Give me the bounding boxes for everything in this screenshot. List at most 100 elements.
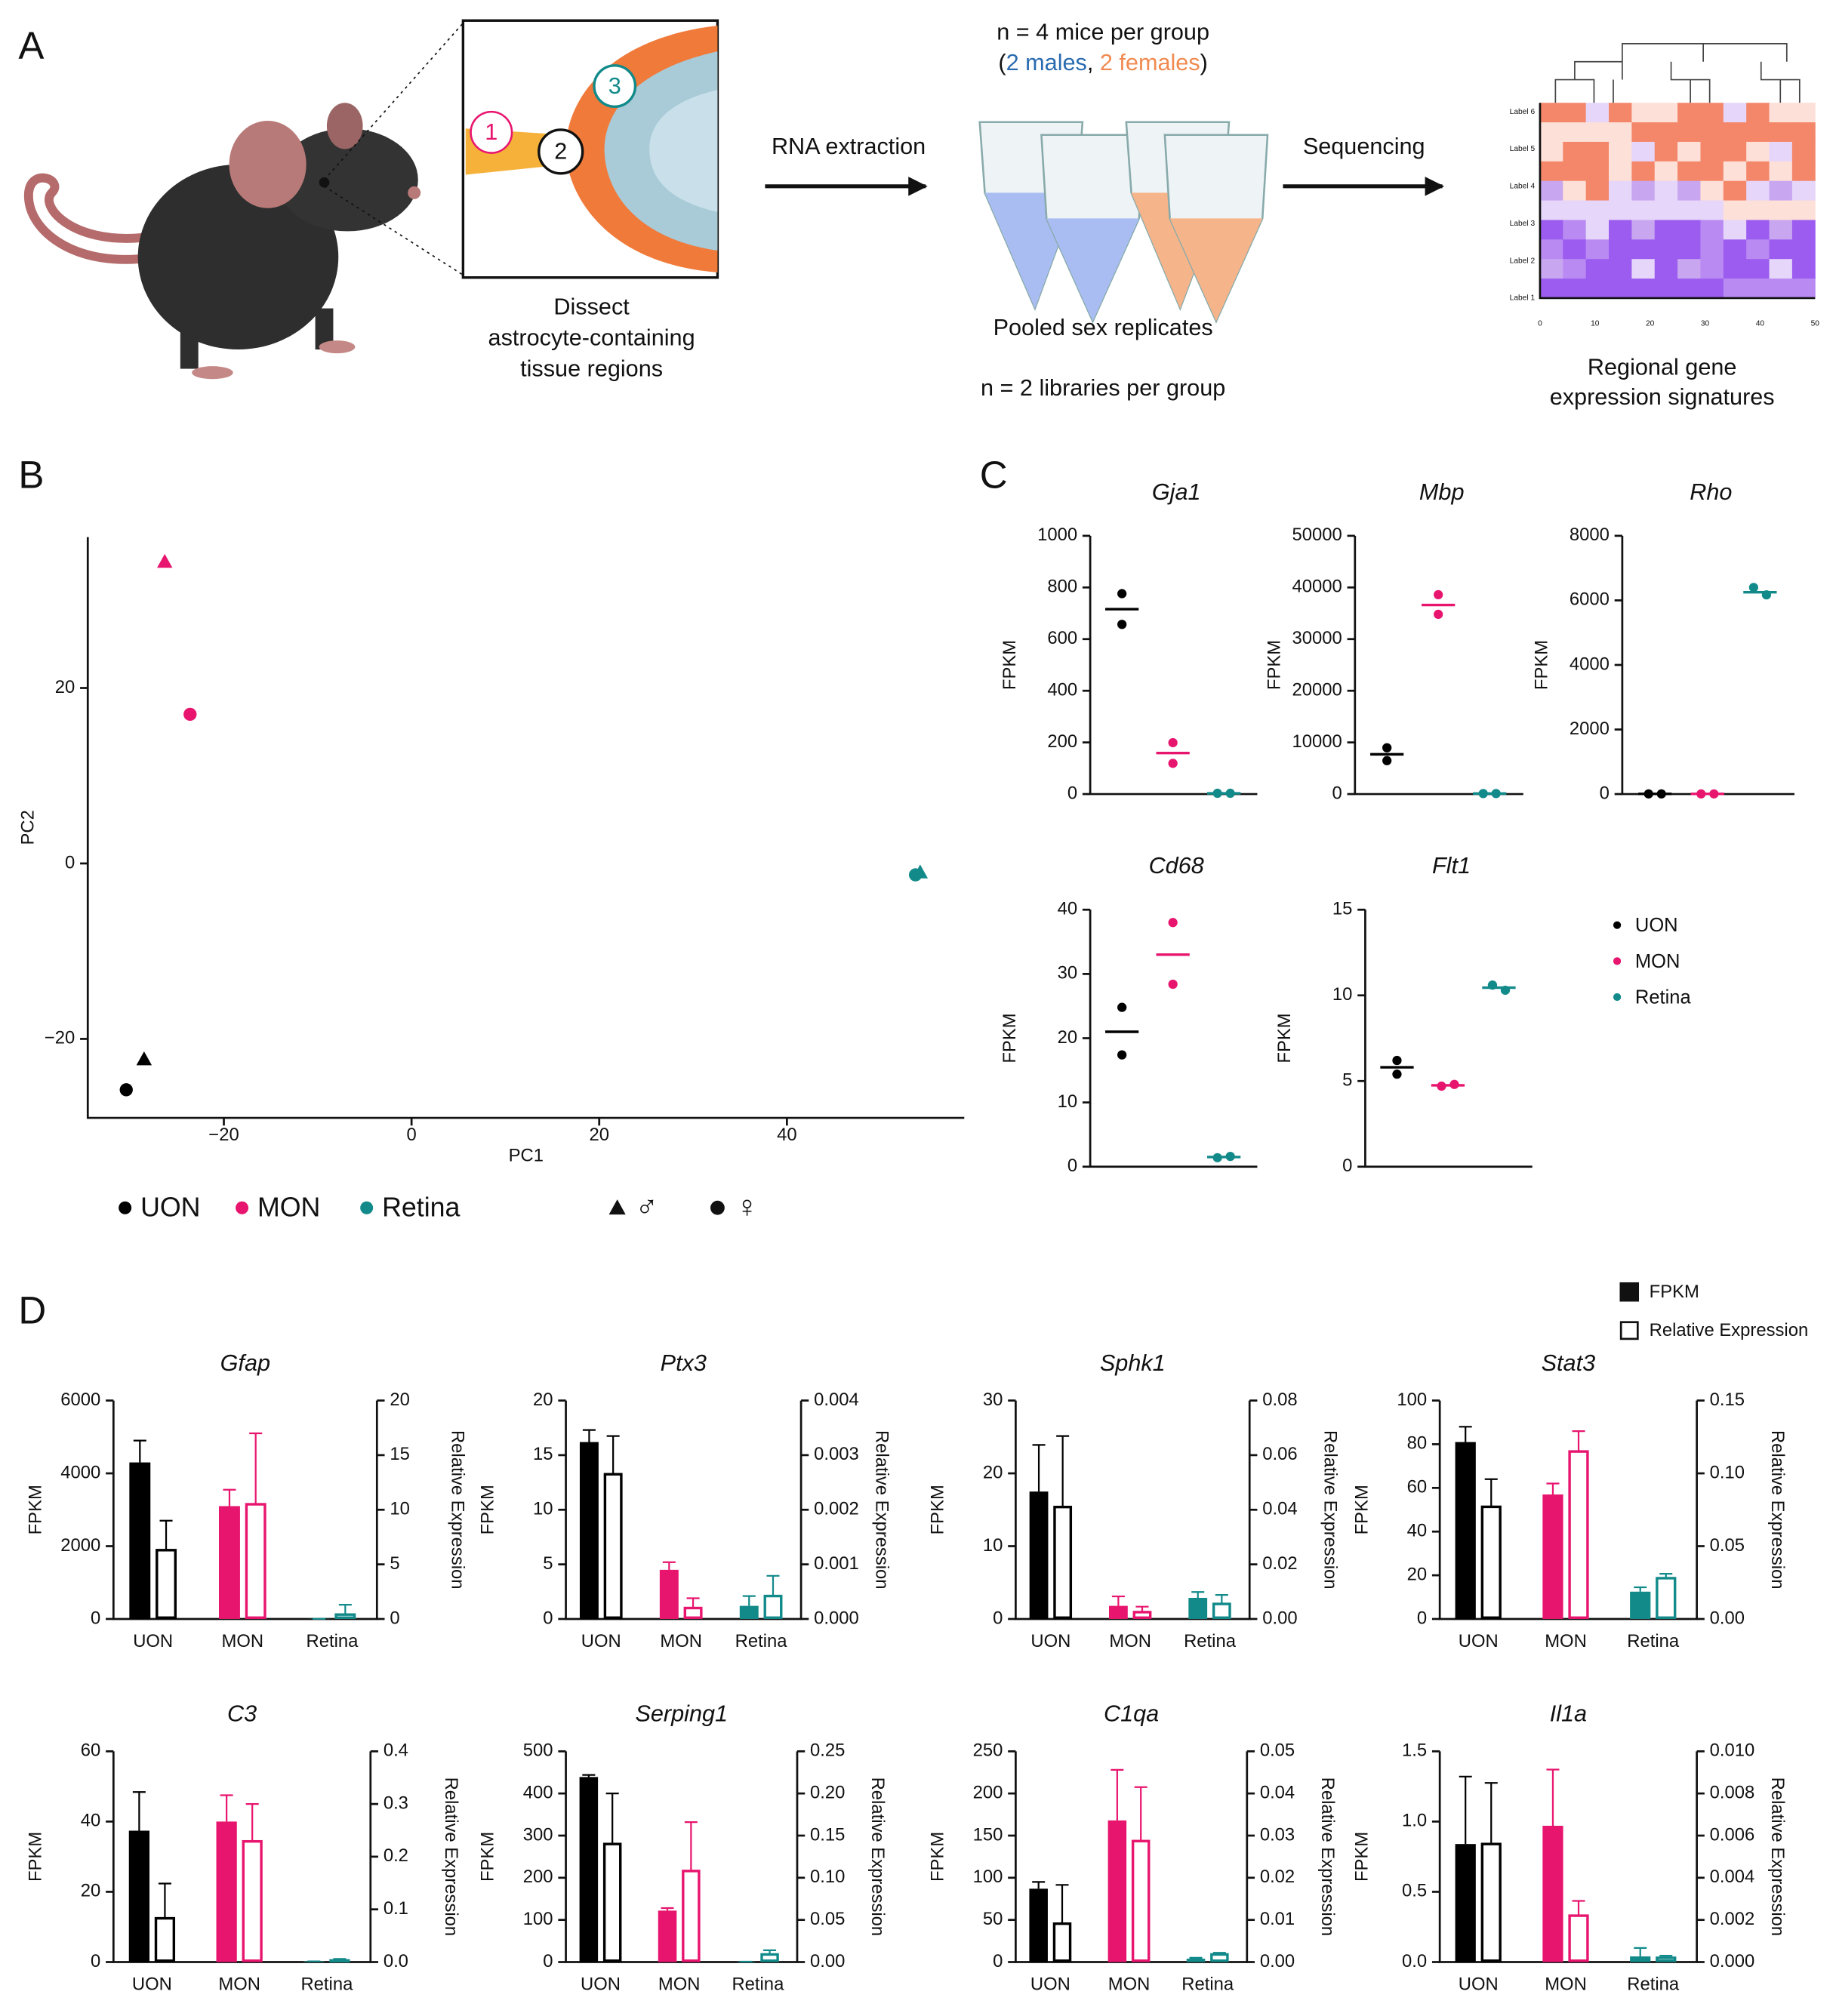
- bar: [659, 1569, 679, 1619]
- y-tick-label: 60: [81, 1741, 101, 1761]
- chart-title: Flt1: [1432, 853, 1471, 879]
- heat-cell: [1700, 103, 1724, 123]
- heat-cell: [1791, 141, 1816, 162]
- y-tick-label: 5: [543, 1553, 553, 1574]
- heat-cell: [1654, 259, 1678, 279]
- heat-cell: [1585, 200, 1610, 220]
- bar: [683, 1606, 703, 1619]
- bar: [1029, 1888, 1048, 1962]
- heat-cell: [1654, 239, 1678, 260]
- bar: [1542, 1825, 1563, 1962]
- x-tick-label: Retina: [1627, 1974, 1680, 1994]
- bar: [329, 1959, 350, 1962]
- y-axis-label: FPKM: [1532, 640, 1552, 690]
- y-tick-label: 0: [390, 1608, 399, 1628]
- y-tick-label: 0.00: [1260, 1951, 1295, 1971]
- y-tick-label: 2000: [1570, 719, 1610, 739]
- heat-cell: [1585, 220, 1610, 240]
- legend-swatch: [1619, 1321, 1639, 1340]
- y-tick-label: 30000: [1292, 628, 1342, 648]
- heat-cell: [1609, 141, 1632, 162]
- heat-cell: [1723, 161, 1747, 182]
- heat-tick: 50: [1811, 320, 1820, 328]
- y2-axis-label: Relative Expression: [441, 1777, 461, 1937]
- caption: Pooled sex replicates: [993, 315, 1213, 340]
- bar: [1052, 1922, 1072, 1962]
- y-tick-label: 200: [973, 1782, 1003, 1802]
- heat-label: Label 4: [1510, 183, 1536, 191]
- y-tick-label: 20: [81, 1881, 101, 1901]
- axes: [1015, 1400, 1251, 1620]
- y-axis-label: FPKM: [928, 1485, 948, 1534]
- y-tick-label: 1.5: [1402, 1741, 1427, 1761]
- legend-label: UON: [140, 1192, 200, 1222]
- chart-title: Gfap: [220, 1350, 270, 1376]
- x-tick-label: MON: [1109, 1631, 1151, 1651]
- point: [1748, 583, 1759, 592]
- y-tick-label: 0.04: [1260, 1782, 1295, 1802]
- point: [1392, 1055, 1402, 1066]
- legend-label: FPKM: [1650, 1282, 1699, 1302]
- y-tick-label: −20: [45, 1028, 75, 1048]
- legend-label: MON: [257, 1192, 320, 1222]
- point: [1434, 589, 1443, 600]
- y-axis-label: FPKM: [25, 1485, 45, 1534]
- x-axis-label: PC1: [509, 1145, 544, 1165]
- x-tick-label: Retina: [1184, 1631, 1237, 1651]
- legend-swatch: [710, 1200, 725, 1215]
- y-tick-label: 10: [533, 1499, 553, 1519]
- y-tick-label: 0: [543, 1608, 553, 1628]
- y-axis-label: FPKM: [1351, 1485, 1372, 1534]
- y-tick-label: 6000: [1570, 589, 1610, 610]
- x-tick-label: 20: [589, 1125, 609, 1145]
- axes: [86, 537, 965, 1119]
- y-tick-label: 0: [1342, 1156, 1352, 1176]
- caption: n = 2 libraries per group: [981, 375, 1225, 401]
- heat-cell: [1631, 103, 1656, 123]
- heat-cell: [1539, 220, 1563, 240]
- y-axis-label: FPKM: [478, 1832, 498, 1882]
- x-tick-label: MON: [1545, 1974, 1587, 1994]
- chart-title: Cd68: [1149, 853, 1204, 879]
- y-tick-label: 0.0: [384, 1951, 408, 1971]
- y-tick-label: 0: [1067, 783, 1077, 803]
- axes: [112, 1751, 372, 1963]
- heat-cell: [1609, 259, 1632, 279]
- x-tick-label: MON: [1108, 1974, 1151, 1994]
- chart-title: Gja1: [1152, 479, 1201, 505]
- heat-cell: [1609, 180, 1632, 202]
- heat-cell: [1563, 141, 1587, 162]
- y-tick-label: 0.00: [810, 1951, 845, 1971]
- heat-cell: [1563, 200, 1587, 220]
- y-tick-label: 15: [390, 1444, 410, 1464]
- point: [1117, 1002, 1127, 1012]
- heat-cell: [1609, 239, 1632, 260]
- y-tick-label: 0: [1417, 1608, 1427, 1628]
- y2-axis-label: Relative Expression: [867, 1777, 888, 1937]
- x-tick-label: MON: [222, 1631, 264, 1651]
- y-tick-label: 0.002: [1710, 1909, 1755, 1929]
- caption: Dissect: [553, 294, 630, 320]
- heat-cell: [1677, 122, 1701, 143]
- y-tick-label: 100: [973, 1867, 1003, 1887]
- axes: [1015, 1751, 1249, 1963]
- caption: Regional gene: [1588, 355, 1737, 380]
- heat-cell: [1631, 279, 1656, 299]
- heat-cell: [1769, 180, 1793, 202]
- y-tick-label: 15: [1332, 899, 1353, 919]
- heat-cell: [1700, 122, 1724, 143]
- y-tick-label: 4000: [1570, 654, 1610, 674]
- heat-cell: [1654, 161, 1678, 182]
- heat-cell: [1631, 161, 1656, 182]
- legend-swatch: [608, 1199, 626, 1215]
- y-tick-label: 0.10: [810, 1867, 845, 1887]
- eye-diagram: [461, 19, 719, 279]
- y2-axis-label: Relative Expression: [1317, 1777, 1338, 1937]
- point: [1117, 620, 1127, 629]
- y-tick-label: 0.03: [1260, 1824, 1295, 1845]
- bar: [658, 1910, 677, 1962]
- heat-cell: [1700, 239, 1724, 260]
- y-tick-label: 5: [390, 1553, 399, 1574]
- x-tick-label: UON: [581, 1631, 621, 1651]
- heat-cell: [1791, 180, 1816, 202]
